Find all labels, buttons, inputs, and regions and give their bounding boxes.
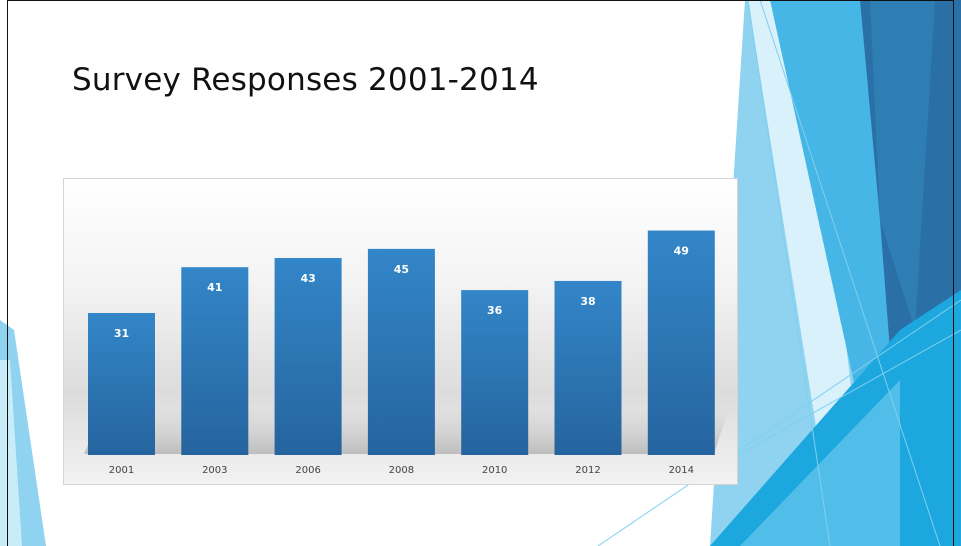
bar-2006: [274, 258, 342, 455]
bar-2014: [647, 230, 715, 455]
data-label-2012: 38: [580, 295, 595, 308]
facet-bottom-pale: [740, 380, 900, 546]
x-tick-label-2008: 2008: [389, 465, 414, 476]
data-label-2003: 41: [207, 281, 222, 294]
bar-2003: [181, 267, 249, 455]
x-tick-label-2014: 2014: [669, 465, 694, 476]
data-label-2008: 45: [394, 263, 409, 276]
slide-title: Survey Responses 2001-2014: [72, 62, 539, 98]
deco-line-4: [737, 329, 961, 456]
bar-2001: [88, 313, 155, 455]
deco-line-2: [759, 0, 941, 546]
facet-darker: [870, 0, 935, 330]
x-tick-label-2012: 2012: [575, 465, 600, 476]
data-label-2006: 43: [300, 272, 315, 285]
x-tick-label-2006: 2006: [295, 465, 320, 476]
bar-2012: [554, 280, 622, 455]
bar-chart: 31 2001 41 2003 43 2006 45 2008 36 2010 38 2012 49 20…: [84, 230, 729, 476]
x-tick-label-2003: 2003: [202, 465, 227, 476]
chart-area: 31 2001 41 2003 43 2006 45 2008 36 2010 38 2012 49 20…: [63, 178, 738, 485]
deco-line-1: [747, 0, 831, 546]
data-label-2014: 49: [674, 245, 689, 258]
data-label-2001: 31: [114, 327, 129, 340]
x-tick-label-2001: 2001: [109, 465, 134, 476]
bar-2008: [367, 248, 435, 455]
facet-left-inner: [0, 360, 22, 546]
deco-line-3: [597, 299, 961, 546]
x-tick-label-2010: 2010: [482, 465, 507, 476]
data-label-2010: 36: [487, 304, 503, 317]
bar-2010: [461, 290, 529, 455]
